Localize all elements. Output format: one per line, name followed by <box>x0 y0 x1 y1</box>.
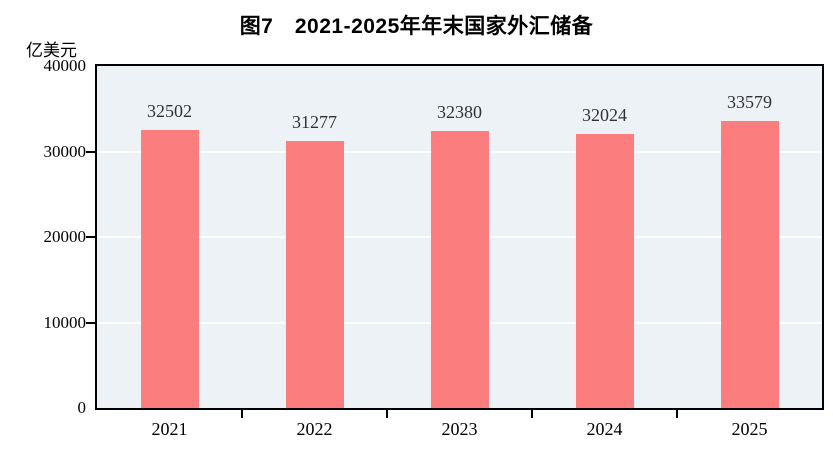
x-tick-label-2025: 2025 <box>731 419 768 439</box>
y-tick-30000 <box>86 150 95 153</box>
y-tick-label-0: 0 <box>77 398 87 417</box>
x-tick-boundary-3 <box>531 410 533 418</box>
bar-2025 <box>720 120 779 408</box>
value-label-2023: 32380 <box>437 102 482 123</box>
x-tick-boundary-1 <box>241 410 243 418</box>
chart-title: 图7 2021-2025年年末国家外汇储备 <box>239 15 594 38</box>
plot-area: 32502 31277 32380 32024 33579 <box>95 64 824 410</box>
y-axis-unit-label: 亿美元 <box>26 41 77 60</box>
bar-2023 <box>430 131 489 408</box>
value-label-2022: 31277 <box>292 111 337 132</box>
value-label-2024: 32024 <box>582 105 627 126</box>
value-label-2025: 33579 <box>727 91 772 112</box>
x-tick-boundary-2 <box>386 410 388 418</box>
y-tick-label-40000: 40000 <box>43 56 87 75</box>
y-tick-label-20000: 20000 <box>43 227 87 246</box>
value-label-2021: 32502 <box>147 101 192 122</box>
bar-2024 <box>575 134 634 408</box>
y-tick-label-10000: 10000 <box>43 312 87 332</box>
y-tick-20000 <box>86 236 95 238</box>
x-tick-label-2024: 2024 <box>586 419 623 439</box>
x-tick-label-2023: 2023 <box>441 419 478 439</box>
x-tick-label-2021: 2021 <box>151 419 188 439</box>
x-tick-boundary-4 <box>676 410 678 418</box>
y-tick-10000 <box>86 321 95 324</box>
x-tick-label-2022: 2022 <box>296 419 333 439</box>
bar-2021 <box>140 130 199 408</box>
bar-2022 <box>285 140 344 408</box>
y-tick-label-30000: 30000 <box>43 141 87 161</box>
